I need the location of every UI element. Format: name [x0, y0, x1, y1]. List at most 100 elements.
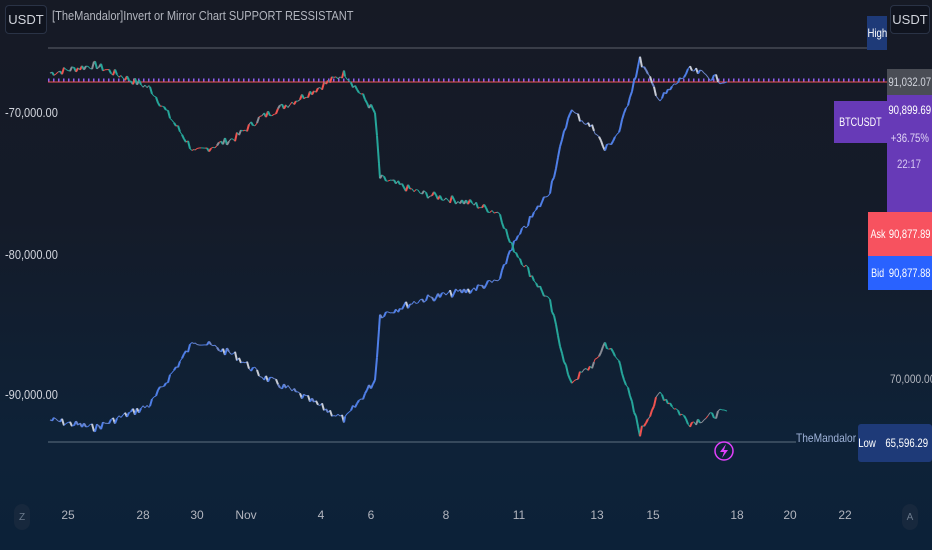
mirror-series-segment: [581, 369, 585, 373]
mirror-series-segment: [679, 413, 683, 416]
main-series-segment: [61, 418, 65, 426]
mirror-series-segment: [491, 210, 495, 214]
mirror-series-segment: [697, 418, 701, 424]
main-series-segment: [517, 233, 521, 237]
mirror-series-segment: [364, 98, 368, 104]
series-main: [49, 56, 728, 433]
mirror-series-segment: [194, 148, 198, 151]
mirror-series-segment: [163, 106, 167, 111]
mirror-series-segment: [547, 296, 551, 300]
mirror-series-segment: [275, 108, 279, 115]
indicator-title[interactable]: [TheMandalor]Invert or Mirror Chart SUPP…: [52, 8, 354, 23]
mirror-series-segment: [346, 78, 350, 82]
main-series-segment: [413, 300, 417, 304]
mirror-series-segment: [242, 129, 246, 132]
main-series-segment: [625, 105, 629, 109]
main-series-segment: [271, 376, 275, 380]
mirror-series-segment: [335, 76, 339, 80]
main-series-segment: [445, 292, 449, 296]
main-series-segment: [701, 70, 705, 74]
main-series-segment: [169, 372, 173, 376]
mirror-series-segment: [350, 82, 354, 88]
mirror-series-segment: [413, 189, 417, 193]
mirror-series-segment: [483, 204, 487, 209]
ask-label: Ask: [868, 212, 887, 256]
auto-scale-button[interactable]: A: [902, 504, 918, 530]
mirror-series-segment: [71, 66, 75, 68]
zoom-reset-button[interactable]: Z: [14, 504, 30, 530]
mirror-series-segment: [583, 368, 587, 370]
mirror-series-segment: [397, 180, 401, 185]
main-series-segment: [329, 410, 333, 417]
main-series-segment: [344, 413, 348, 417]
mirror-series-segment: [612, 351, 616, 357]
main-series-segment: [57, 420, 61, 423]
mirror-series-segment: [171, 119, 175, 124]
main-series-segment: [155, 389, 159, 397]
series-mirror: [49, 60, 728, 437]
time-axis-label: 13: [590, 508, 604, 522]
mirror-series-segment: [525, 264, 529, 268]
bid-price: 90,877.88: [887, 256, 932, 290]
mirror-series-segment: [596, 355, 600, 359]
mirror-series-segment: [411, 188, 415, 192]
mirror-series-segment: [376, 135, 380, 164]
mirror-series-segment: [541, 290, 545, 297]
mirror-series-segment: [475, 202, 479, 209]
mirror-series-segment: [501, 222, 505, 229]
mirror-series-segment: [497, 211, 501, 215]
main-series-segment: [618, 128, 621, 133]
main-series-segment: [331, 415, 335, 417]
mirror-series-segment: [187, 140, 191, 149]
mirror-series-segment: [567, 373, 571, 380]
mirror-series-segment: [633, 411, 637, 417]
main-series-segment: [525, 225, 529, 229]
currency-button-left[interactable]: USDT: [5, 5, 47, 34]
mirror-series-segment: [344, 76, 348, 80]
main-series-segment: [557, 146, 561, 158]
mirror-series-segment: [210, 146, 214, 149]
mirror-series-segment: [417, 189, 421, 194]
main-series-segment: [685, 68, 689, 75]
main-series-segment: [144, 405, 148, 409]
main-series-segment: [707, 76, 711, 81]
main-series-segment: [401, 305, 405, 310]
main-series-segment: [191, 342, 195, 345]
mirror-series-segment: [267, 110, 271, 117]
main-series-segment: [140, 405, 144, 409]
main-series-segment: [600, 140, 604, 147]
mirror-series-segment: [600, 346, 604, 353]
currency-button-right[interactable]: USDT: [890, 5, 930, 34]
main-series-segment: [669, 86, 673, 91]
main-series-segment: [587, 122, 591, 128]
main-series-segment: [671, 83, 675, 87]
bid-label: Bid: [868, 256, 887, 290]
mirror-series-segment: [527, 266, 531, 277]
left-axis-label: -70,000.00: [5, 105, 58, 120]
mirror-series-segment: [511, 242, 515, 253]
main-series-segment: [577, 113, 581, 122]
low-label: Low 65,596.29: [858, 424, 932, 462]
mirror-series-segment: [126, 75, 130, 81]
main-series-segment: [325, 408, 329, 413]
main-series-segment: [717, 81, 721, 85]
main-series-segment: [561, 130, 565, 140]
main-series-segment: [497, 278, 501, 282]
mirror-series-segment: [507, 236, 511, 243]
mirror-series-segment: [383, 176, 387, 182]
main-series-segment: [75, 420, 79, 426]
main-series-segment: [277, 383, 281, 389]
main-series-segment: [100, 421, 104, 430]
mirror-series-segment: [579, 371, 583, 373]
lightning-icon[interactable]: [714, 441, 734, 461]
main-series-segment: [246, 361, 250, 369]
mirror-series-segment: [358, 92, 362, 95]
mirror-series-segment: [627, 387, 631, 397]
mirror-series-segment: [469, 199, 473, 204]
main-series-segment: [177, 360, 181, 368]
mirror-series-segment: [647, 416, 651, 420]
main-series-segment: [335, 413, 339, 417]
main-series-segment: [531, 211, 535, 218]
main-series-segment: [376, 329, 380, 358]
